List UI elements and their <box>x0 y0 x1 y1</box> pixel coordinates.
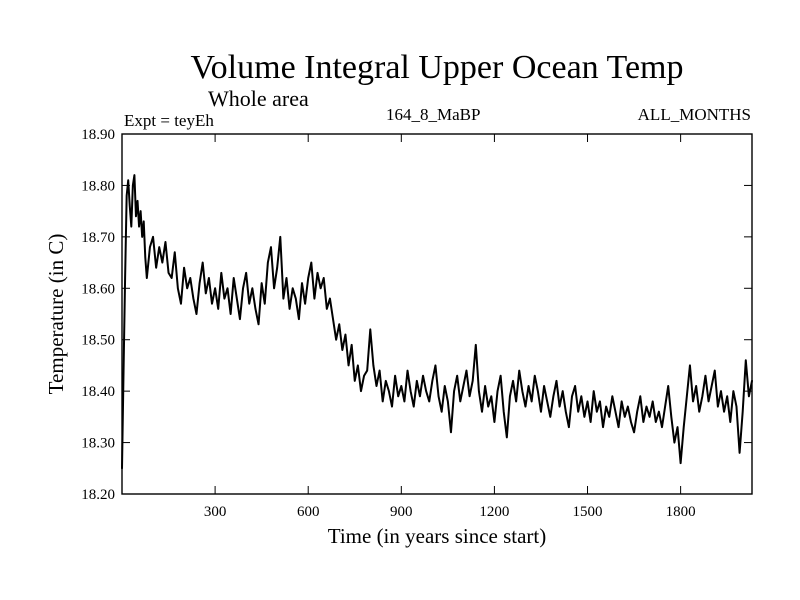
x-tick-label: 1500 <box>573 504 603 520</box>
y-tick-label: 18.50 <box>81 333 115 349</box>
months-label: ALL_MONTHS <box>638 105 751 124</box>
chart-subtitle: Whole area <box>208 86 309 111</box>
y-tick-label: 18.30 <box>81 436 115 452</box>
x-tick-label: 1800 <box>666 504 696 520</box>
x-axis-label: Time (in years since start) <box>328 524 547 548</box>
x-tick-label: 900 <box>390 504 413 520</box>
x-tick-label: 300 <box>204 504 227 520</box>
y-axis: 18.20 18.30 18.40 18.50 18.60 18.70 18.80 18.90 <box>81 127 752 503</box>
dataset-label: 164_8_MaBP <box>386 105 480 124</box>
y-axis-label: Temperature (in C) <box>44 234 68 395</box>
experiment-label: Expt = teyEh <box>124 111 214 130</box>
chart-title: Volume Integral Upper Ocean Temp <box>191 49 684 86</box>
y-tick-label: 18.80 <box>81 178 115 194</box>
x-axis: 300 600 900 1200 1500 1800 <box>204 134 696 520</box>
y-tick-label: 18.60 <box>81 281 115 297</box>
y-tick-label: 18.20 <box>81 487 115 503</box>
y-tick-label: 18.90 <box>81 127 115 143</box>
x-tick-label: 1200 <box>479 504 509 520</box>
y-tick-label: 18.40 <box>81 384 115 400</box>
x-tick-label: 600 <box>297 504 320 520</box>
y-tick-label: 18.70 <box>81 230 115 246</box>
temperature-series-line <box>121 174 753 470</box>
plot-frame <box>121 133 753 495</box>
